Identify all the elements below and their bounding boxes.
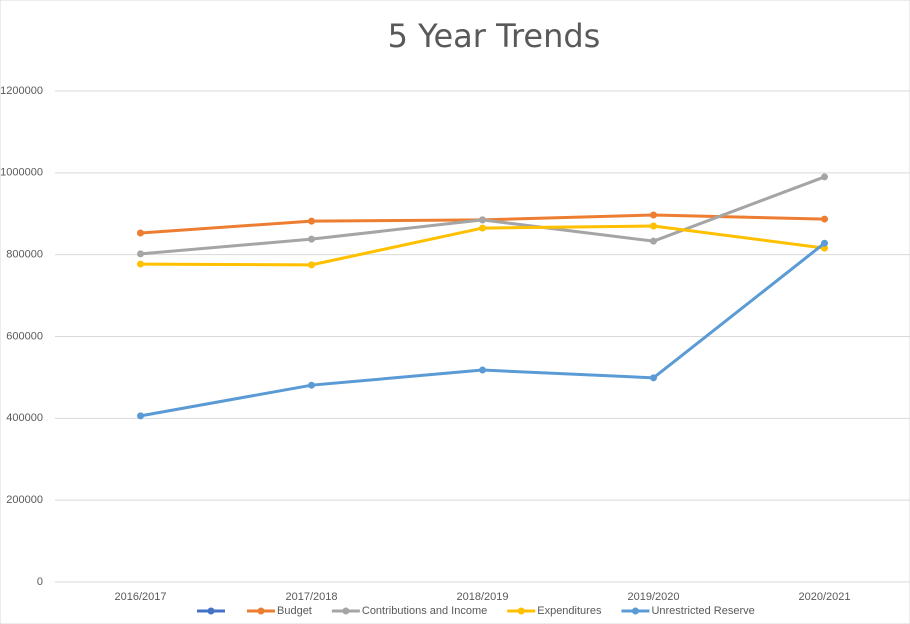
legend-marker (517, 607, 525, 615)
data-point (821, 173, 828, 181)
legend-label: Expenditures (537, 605, 602, 617)
y-tick-label: 1000000 (0, 167, 43, 179)
data-point (308, 261, 315, 269)
legend-marker (207, 607, 215, 615)
legend-label: Budget (277, 605, 312, 617)
x-tick-label: 2016/2017 (115, 591, 167, 603)
y-tick-label: 400000 (6, 412, 43, 424)
data-point (650, 237, 657, 245)
legend-marker (342, 607, 350, 615)
y-tick-label: 200000 (6, 494, 43, 506)
legend-marker (631, 607, 639, 615)
y-tick-label: 1200000 (0, 85, 43, 97)
y-tick-label: 800000 (6, 249, 43, 261)
data-point (650, 211, 657, 219)
data-point (137, 250, 144, 258)
y-tick-label: 600000 (6, 330, 43, 342)
data-point (137, 260, 144, 268)
data-point (308, 217, 315, 225)
legend-label: Unrestricted Reserve (651, 605, 754, 617)
data-point (650, 374, 657, 382)
data-point (308, 235, 315, 243)
x-tick-label: 2019/2020 (628, 591, 680, 603)
x-tick-label: 2018/2019 (457, 591, 509, 603)
data-point (821, 215, 828, 223)
x-tick-label: 2017/2018 (286, 591, 338, 603)
data-point (479, 216, 486, 224)
data-point (308, 381, 315, 389)
data-point (479, 224, 486, 232)
legend-label: Contributions and Income (362, 605, 487, 617)
data-point (137, 229, 144, 237)
chart-title: 5 Year Trends (388, 17, 601, 55)
data-point (821, 239, 828, 247)
legend-marker (257, 607, 265, 615)
data-point (650, 222, 657, 230)
y-tick-label: 0 (37, 576, 43, 588)
data-point (479, 366, 486, 374)
x-tick-label: 2020/2021 (799, 591, 851, 603)
data-point (137, 412, 144, 420)
